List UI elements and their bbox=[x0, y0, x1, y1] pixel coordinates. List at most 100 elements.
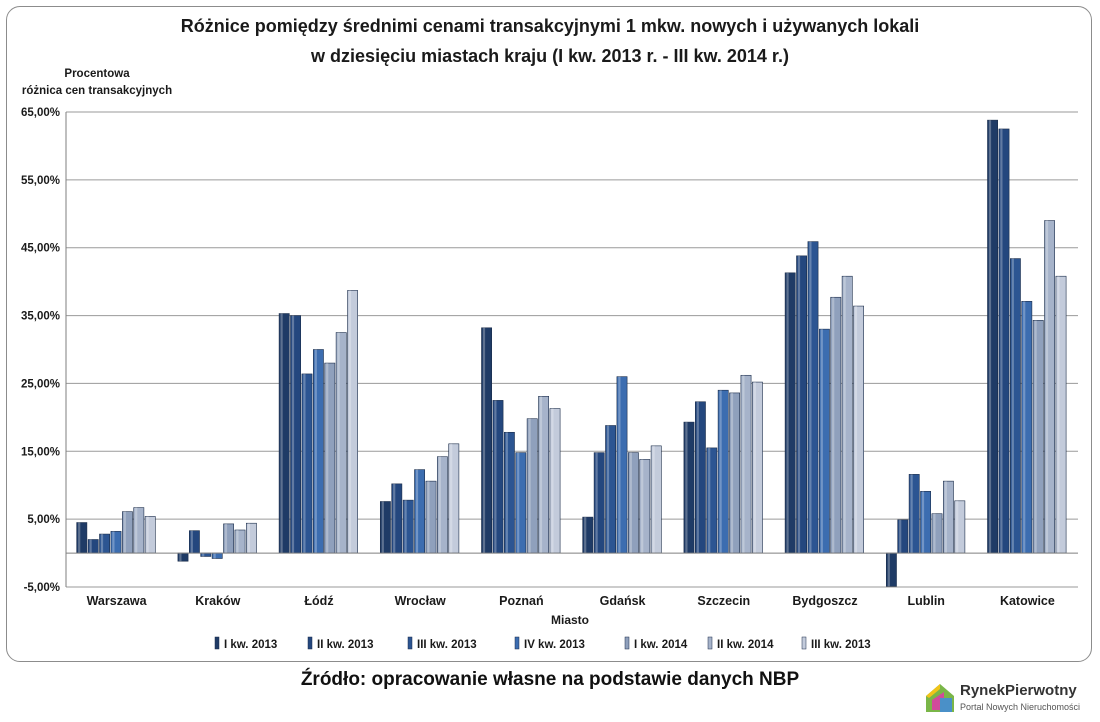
bar-highlight bbox=[213, 553, 216, 559]
x-category-label: Łódź bbox=[304, 594, 333, 608]
rynekpierwotny-logo: RynekPierwotny Portal Nowych Nieruchomoś… bbox=[922, 680, 1092, 716]
bar-highlight bbox=[528, 418, 531, 554]
bar-highlight bbox=[1045, 220, 1049, 554]
logo-tagline: Portal Nowych Nieruchomości bbox=[960, 702, 1081, 712]
y-tick-label: 15,00% bbox=[21, 446, 60, 458]
bar-highlight bbox=[843, 276, 846, 554]
bar-highlight bbox=[1000, 128, 1003, 554]
bar-highlight bbox=[1034, 320, 1037, 554]
bar-highlight bbox=[832, 297, 835, 554]
bar-highlight bbox=[719, 390, 722, 554]
bar-highlight bbox=[393, 483, 396, 554]
x-axis-categories: Warszawa Kraków Łódź Wrocław Poznań Gdańsk Szc… bbox=[87, 594, 1055, 608]
bar-highlight bbox=[539, 396, 543, 554]
chart-title-line-2: w dziesięciu miastach kraju (I kw. 2013 … bbox=[310, 46, 789, 66]
y-tick-label: 25,00% bbox=[21, 378, 60, 390]
house-logo-icon bbox=[926, 684, 954, 712]
legend-swatch bbox=[707, 636, 713, 650]
legend-swatch bbox=[407, 636, 413, 650]
bar-highlight bbox=[482, 327, 486, 554]
bar-highlight bbox=[190, 530, 193, 554]
x-category-label: Warszawa bbox=[87, 594, 148, 608]
bar-highlight bbox=[820, 329, 823, 554]
bar-highlight bbox=[123, 511, 126, 554]
bar-highlight bbox=[988, 120, 992, 554]
bar-highlight bbox=[427, 481, 430, 554]
bar-highlight bbox=[280, 313, 283, 554]
axes bbox=[65, 112, 1078, 587]
bar-highlight bbox=[809, 241, 812, 554]
bar-highlight bbox=[247, 523, 250, 554]
legend-swatch bbox=[624, 636, 630, 650]
bar-highlight bbox=[551, 408, 554, 554]
legend-swatch bbox=[801, 636, 807, 650]
logo-name: RynekPierwotny bbox=[960, 682, 1077, 699]
legend-label: I kw. 2013 bbox=[224, 639, 277, 651]
bar-highlight bbox=[606, 425, 610, 554]
y-tick-label: 55,00% bbox=[21, 175, 60, 187]
bar-highlight bbox=[921, 491, 925, 554]
x-category-label: Bydgoszcz bbox=[792, 594, 857, 608]
bar-highlight bbox=[887, 553, 890, 587]
chart-title-line-1: Różnice pomiędzy średnimi cenami transak… bbox=[181, 16, 920, 36]
bar-highlight bbox=[517, 452, 520, 554]
bar-highlight bbox=[595, 452, 598, 554]
y-axis-ticks: 65,00% 55,00% 45,00% 35,00% 25,00% 15,00% 5,00… bbox=[21, 107, 60, 594]
legend-label: II kw. 2013 bbox=[317, 639, 373, 651]
bar-highlight bbox=[450, 443, 453, 554]
y-tick-label: 35,00% bbox=[21, 311, 60, 323]
bar-highlight bbox=[696, 401, 699, 554]
bar-highlight bbox=[78, 522, 81, 554]
bar-highlight bbox=[337, 332, 340, 554]
bar-highlight bbox=[100, 534, 104, 554]
x-category-label: Kraków bbox=[195, 594, 240, 608]
legend: I kw. 2013 II kw. 2013 III kw. 2013 IV kw. … bbox=[214, 636, 871, 651]
y-tick-label: -5,00% bbox=[24, 582, 60, 594]
bar-highlight bbox=[505, 432, 508, 554]
source-note: Źródło: opracowanie własne na podstawie … bbox=[300, 669, 800, 690]
legend-swatch bbox=[214, 636, 220, 650]
legend-label: III kw. 2013 bbox=[811, 639, 871, 651]
bar-highlight bbox=[89, 539, 92, 554]
bar-highlight bbox=[584, 517, 587, 554]
bars bbox=[76, 119, 1067, 587]
y-axis-title-line-1: Procentowa bbox=[64, 68, 130, 80]
bar-highlight bbox=[146, 516, 149, 554]
x-category-label: Szczecin bbox=[697, 594, 750, 608]
bar-highlight bbox=[326, 363, 329, 554]
bar-highlight bbox=[112, 531, 115, 554]
bar-highlight bbox=[797, 255, 801, 554]
bar-highlight bbox=[236, 530, 239, 554]
bar-highlight bbox=[314, 349, 317, 554]
legend-label: I kw. 2014 bbox=[634, 639, 688, 651]
bar-highlight bbox=[303, 373, 306, 554]
bar-highlight bbox=[730, 392, 734, 554]
bar-highlight bbox=[685, 422, 688, 554]
legend-swatch bbox=[514, 636, 520, 650]
bar-highlight bbox=[753, 382, 756, 554]
x-category-label: Poznań bbox=[499, 594, 543, 608]
legend-label: II kw. 2014 bbox=[717, 639, 774, 651]
bar-highlight bbox=[202, 553, 205, 557]
legend-label: III kw. 2013 bbox=[417, 639, 477, 651]
bar-highlight bbox=[652, 445, 655, 554]
x-category-label: Gdańsk bbox=[600, 594, 646, 608]
legend-swatch bbox=[307, 636, 313, 650]
x-category-label: Wrocław bbox=[395, 594, 446, 608]
bar-highlight bbox=[381, 501, 384, 554]
bar-highlight bbox=[179, 553, 182, 562]
bar-highlight bbox=[1011, 258, 1014, 554]
bar-highlight bbox=[1057, 276, 1060, 554]
x-category-label: Katowice bbox=[1000, 594, 1055, 608]
bar-highlight bbox=[1023, 301, 1026, 554]
bar-highlight bbox=[956, 500, 959, 554]
bar-highlight bbox=[224, 523, 228, 554]
x-category-label: Lublin bbox=[907, 594, 945, 608]
y-tick-label: 65,00% bbox=[21, 107, 60, 119]
bar-highlight bbox=[629, 452, 632, 554]
bar-highlight bbox=[415, 469, 419, 554]
bar-highlight bbox=[933, 513, 936, 554]
y-tick-label: 5,00% bbox=[27, 514, 60, 526]
bar-highlight bbox=[742, 375, 745, 554]
bar-highlight bbox=[494, 400, 497, 554]
